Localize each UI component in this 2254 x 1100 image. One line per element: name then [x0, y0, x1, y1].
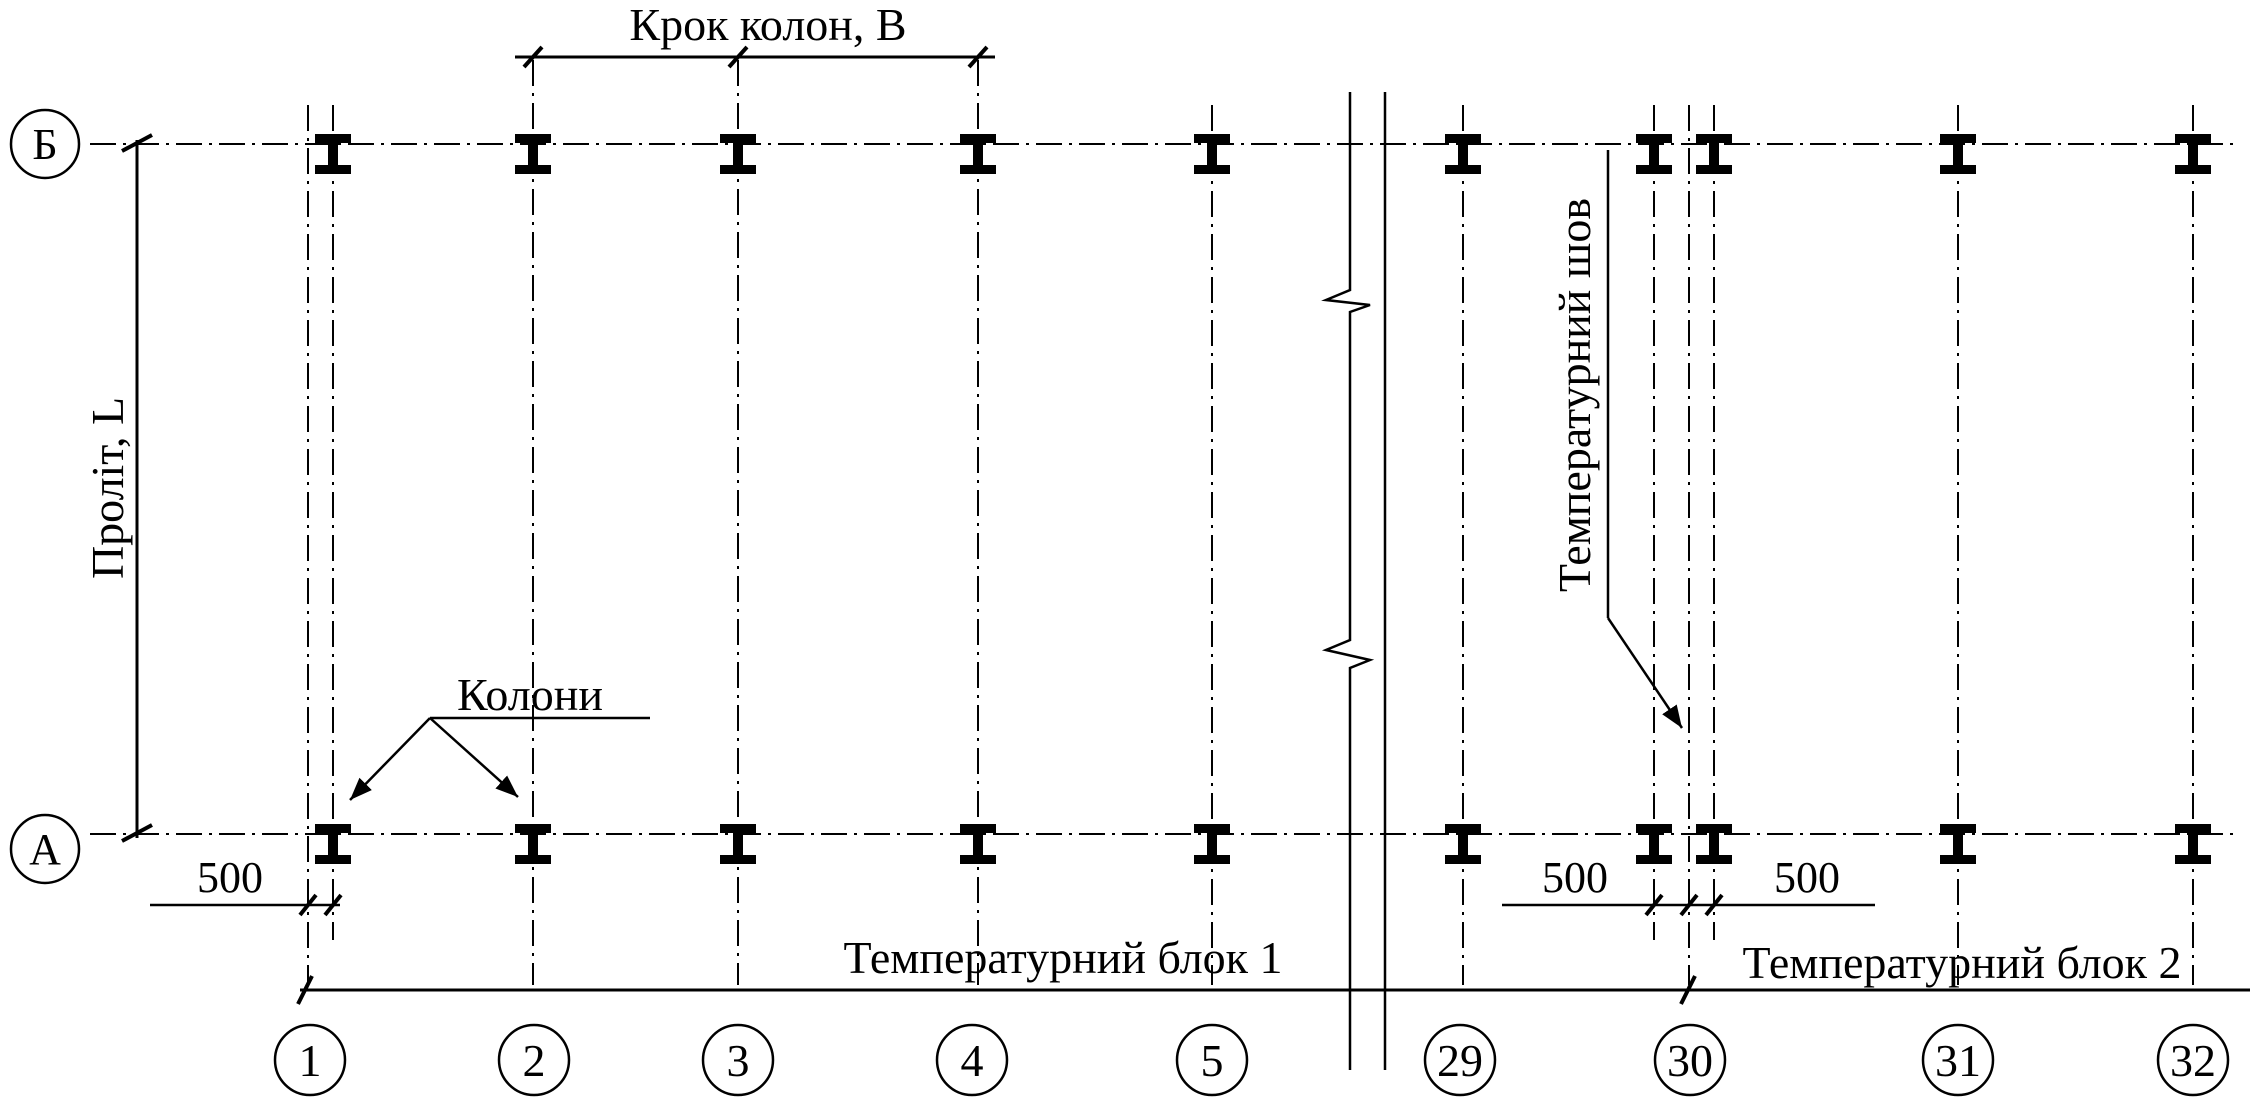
- columns-callout: Колони: [349, 669, 650, 801]
- offset-dimensions: 500 500 500: [150, 853, 1875, 917]
- column: [1194, 134, 1230, 174]
- column: [720, 134, 756, 174]
- axis-bubble-29: [1423, 1023, 1497, 1097]
- axis-bubble-1: [273, 1023, 347, 1097]
- block-1-label: Температурний блок 1: [843, 932, 1282, 983]
- column: [960, 824, 996, 864]
- temperature-block-dimension: Температурний блок 1 Температурний блок …: [296, 932, 2250, 1005]
- axis-label-4: 4: [961, 1035, 984, 1086]
- columns: [315, 134, 2211, 864]
- column: [2175, 134, 2211, 174]
- axis-label-30: 30: [1667, 1035, 1713, 1086]
- span-label: Проліт, L: [82, 397, 133, 579]
- column-axis-bubbles: 1 2 3 4 5 29 30 31 32: [273, 1023, 2230, 1097]
- column: [1696, 824, 1732, 864]
- column: [1636, 824, 1672, 864]
- column: [1445, 824, 1481, 864]
- expansion-joint-label: Температурний шов: [1549, 198, 1600, 592]
- axis-bubble-b: [9, 108, 81, 180]
- column: [1194, 824, 1230, 864]
- vertical-axis-lines: [307, 60, 2194, 985]
- offset-label-left: 500: [197, 853, 263, 902]
- column: [720, 824, 756, 864]
- column: [1636, 134, 1672, 174]
- axis-label-1: 1: [299, 1035, 322, 1086]
- block-2-label: Температурний блок 2: [1742, 937, 2181, 988]
- column-step-dimension: Крок колон, В: [515, 0, 995, 69]
- break-lines: [1321, 92, 1387, 1070]
- axis-bubble-30: [1653, 1023, 1727, 1097]
- columns-label: Колони: [457, 669, 603, 720]
- axis-label-2: 2: [523, 1035, 546, 1086]
- expansion-joint-callout: Температурний шов: [1549, 150, 1684, 729]
- span-dimension: Проліт, L: [82, 133, 153, 843]
- axis-label-5: 5: [1201, 1035, 1224, 1086]
- column: [1940, 824, 1976, 864]
- column: [315, 134, 351, 174]
- axis-bubble-31: [1921, 1023, 1995, 1097]
- axis-label-a: А: [29, 825, 61, 874]
- offset-label-middle: 500: [1542, 853, 1608, 902]
- column: [2175, 824, 2211, 864]
- column: [515, 824, 551, 864]
- axis-label-3: 3: [727, 1035, 750, 1086]
- row-axis-bubbles: Б А: [9, 108, 81, 885]
- column: [1940, 134, 1976, 174]
- column-step-label: Крок колон, В: [629, 0, 906, 50]
- axis-label-31: 31: [1935, 1035, 1981, 1086]
- axis-label-32: 32: [2170, 1035, 2216, 1086]
- axis-bubble-a: [9, 813, 81, 885]
- axis-bubble-4: [935, 1023, 1009, 1097]
- axis-bubble-32: [2156, 1023, 2230, 1097]
- axis-bubble-3: [701, 1023, 775, 1097]
- axis-label-29: 29: [1437, 1035, 1483, 1086]
- axis-bubble-5: [1175, 1023, 1249, 1097]
- column: [960, 134, 996, 174]
- column: [315, 824, 351, 864]
- axis-label-b: Б: [32, 120, 57, 169]
- column: [515, 134, 551, 174]
- offset-label-right: 500: [1774, 853, 1840, 902]
- axis-bubble-2: [497, 1023, 571, 1097]
- column: [1696, 134, 1732, 174]
- column: [1445, 134, 1481, 174]
